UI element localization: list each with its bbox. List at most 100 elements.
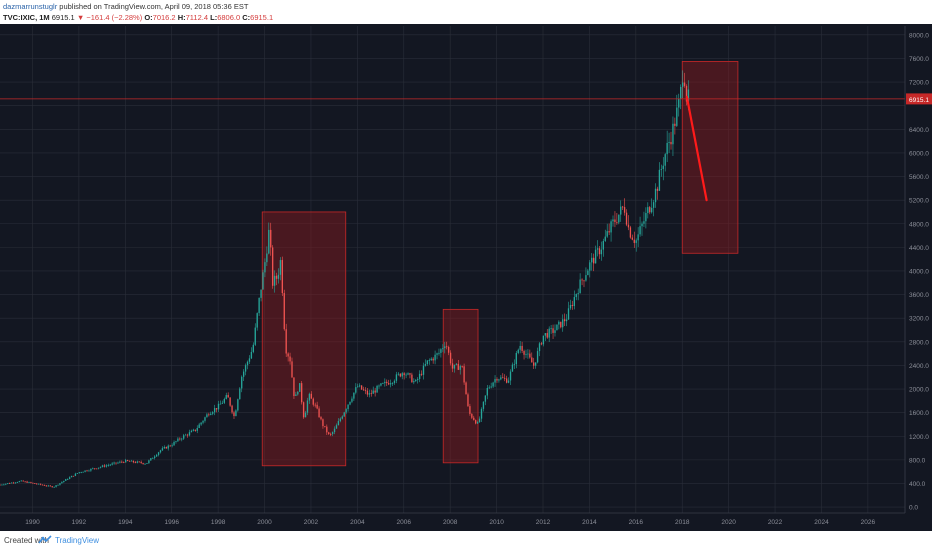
candle-body <box>620 206 622 215</box>
candle-body <box>250 351 253 359</box>
candle-body <box>161 448 164 451</box>
candle-body <box>606 231 608 237</box>
candle-body <box>229 397 231 406</box>
candle-body <box>401 373 403 377</box>
candle-body <box>531 357 533 363</box>
candle-body <box>144 463 146 465</box>
candle-body <box>268 229 270 254</box>
open-value: 7016.2 <box>152 13 176 22</box>
chart-area[interactable]: 6915.1 8000.0 7600.0 7200.0 6400.0 6000.0 560… <box>0 24 932 531</box>
candle-body <box>451 363 454 369</box>
candle-body <box>434 354 436 361</box>
candle-body <box>562 319 564 328</box>
candle-body <box>507 380 510 383</box>
candle-body <box>223 398 225 403</box>
candle-body <box>254 327 256 345</box>
x-tick-label: 2010 <box>489 519 504 526</box>
candle-body <box>490 386 492 388</box>
candle-body <box>12 482 15 484</box>
x-tick-label: 2024 <box>814 519 829 526</box>
candle-body <box>337 421 340 426</box>
y-tick-label: 8000.0 <box>909 32 929 39</box>
candle-body <box>602 240 605 250</box>
candle-body <box>270 229 272 248</box>
candle-body <box>457 363 459 370</box>
tradingview-brand[interactable]: TradingView <box>55 536 100 545</box>
candle-body <box>678 98 680 108</box>
candle-body <box>68 477 71 480</box>
candle-body <box>92 468 94 470</box>
candle-body <box>183 435 185 439</box>
candle-body <box>668 141 670 143</box>
candle-body <box>16 482 19 483</box>
candle-body <box>74 473 77 476</box>
x-tick-label: 2002 <box>304 519 319 526</box>
candle-body <box>175 441 177 443</box>
candle-body <box>148 460 150 464</box>
candle-body <box>389 383 392 385</box>
candle-body <box>177 438 179 442</box>
candle-body <box>407 373 409 375</box>
candle-body <box>386 381 388 384</box>
candle-body <box>685 85 688 102</box>
candle-body <box>231 405 233 413</box>
candle-body <box>438 352 440 354</box>
candle-body <box>629 227 632 238</box>
candle-body <box>418 373 421 379</box>
candle-body <box>24 481 26 483</box>
y-tick-label: 800.0 <box>909 457 926 464</box>
candle-body <box>271 247 274 286</box>
open-label: O: <box>144 13 153 22</box>
candle-body <box>415 379 417 382</box>
candle-body <box>306 400 309 413</box>
candle-body <box>500 377 502 380</box>
candle-body <box>347 404 349 410</box>
candle-body <box>67 479 69 480</box>
candle-body <box>215 408 218 410</box>
candle-body <box>252 344 254 352</box>
candle-body <box>169 445 171 447</box>
axis-layer: 8000.0 7600.0 7200.0 6400.0 6000.0 5600.0 5200… <box>0 26 929 526</box>
candle-body <box>289 356 291 362</box>
candle-body <box>273 275 276 286</box>
y-tick-label: 4800.0 <box>909 221 929 228</box>
candle-body <box>316 404 318 409</box>
candle-body <box>486 387 488 396</box>
candle-body <box>413 381 415 383</box>
candle-body <box>476 422 479 424</box>
candle-body <box>511 364 514 372</box>
price-chart[interactable]: 6915.1 8000.0 7600.0 7200.0 6400.0 6000.0 560… <box>0 24 932 531</box>
y-tick-label: 6400.0 <box>909 127 929 134</box>
candle-body <box>417 378 419 380</box>
x-tick-label: 2026 <box>861 519 876 526</box>
candle-body <box>585 275 587 281</box>
candle-body <box>134 462 137 464</box>
candle-body <box>20 480 22 482</box>
candle-body <box>651 207 653 213</box>
y-tick-label: 7200.0 <box>909 80 929 87</box>
x-tick-label: 2004 <box>350 519 365 526</box>
author-link[interactable]: dazmarrunstuglr <box>3 2 58 11</box>
candle-body <box>469 406 471 414</box>
candle-body <box>248 358 251 362</box>
y-tick-label: 5600.0 <box>909 174 929 181</box>
candle-body <box>136 461 138 463</box>
candle-body <box>101 465 104 467</box>
candle-body <box>366 390 369 395</box>
candle-body <box>260 289 262 298</box>
candle-body <box>475 420 477 424</box>
candle-body <box>459 366 461 370</box>
candle-body <box>637 234 639 241</box>
candle-body <box>426 360 429 364</box>
candle-body <box>521 345 523 352</box>
candle-body <box>478 418 481 423</box>
candle-body <box>681 82 684 87</box>
candle-body <box>596 248 599 250</box>
candle-body <box>635 240 637 243</box>
change-value: −161.4 (−2.28%) <box>86 13 143 22</box>
candle-body <box>484 395 487 402</box>
candle-body <box>608 231 610 233</box>
candle-body <box>569 305 572 309</box>
candle-body <box>72 475 75 477</box>
candle-body <box>82 471 84 473</box>
